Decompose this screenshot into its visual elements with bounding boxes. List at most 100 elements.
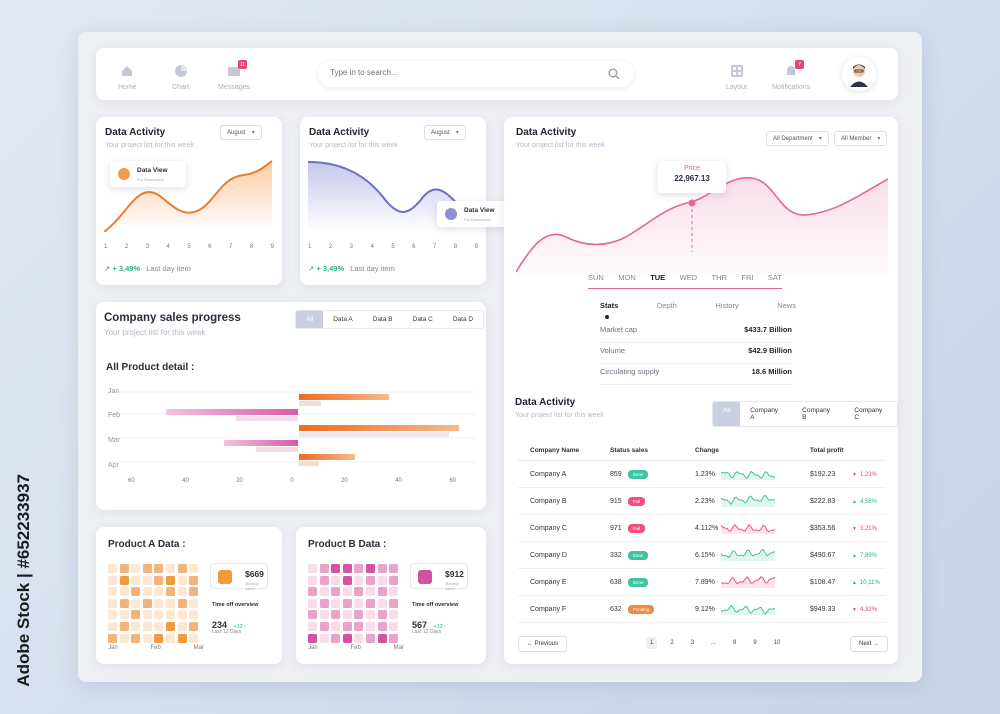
change-value: 7.89% (695, 578, 715, 586)
heatmap-cell (154, 621, 164, 631)
stat-row: Market cap $433.7 Billion (600, 325, 792, 343)
department-select[interactable]: All Department (766, 131, 829, 146)
layout-icon (730, 65, 743, 77)
search-bar[interactable] (318, 61, 634, 87)
axis-tick-label: 8 (249, 244, 254, 250)
column-header[interactable]: Company Name (518, 441, 598, 461)
nav-layout[interactable]: Layout (726, 64, 747, 91)
profit-cell: $192.23 ▼ 1,23% (798, 460, 886, 488)
tab-company-c[interactable]: Company C (854, 407, 883, 421)
month-select[interactable]: August (220, 125, 262, 140)
tab-history[interactable]: History (715, 301, 739, 310)
table-row[interactable]: Company C 971 Fail 4.112% $353.56 ▼ 3,21% (518, 514, 886, 542)
avatar[interactable] (842, 57, 876, 91)
search-icon[interactable] (608, 68, 620, 80)
day-mon[interactable]: MON (618, 273, 636, 282)
heatmap-cell (189, 633, 199, 643)
heatmap-cell (377, 633, 387, 643)
nav-messages[interactable]: 11 Messages (218, 60, 250, 91)
change-cell: 7.89% (683, 568, 798, 596)
axis-tick-label: 9 (270, 244, 274, 250)
profit-delta: 4,56% (859, 498, 877, 505)
column-header[interactable]: Total profit (798, 441, 886, 461)
nav-chart[interactable]: Chart (172, 64, 189, 91)
page-1[interactable]: 1 (646, 637, 658, 649)
table-row[interactable]: Company F 632 Pending 9.12% $949.33 ▼ 4,32% (518, 595, 886, 623)
heatmap-cell (342, 610, 352, 620)
heatmap-cell (165, 587, 175, 597)
area-chart-purple (308, 161, 459, 232)
page-3[interactable]: 3 (690, 640, 695, 646)
month-select[interactable]: August (424, 125, 466, 140)
axis-tick-label: 2 (124, 244, 129, 250)
tab-news[interactable]: News (777, 301, 796, 310)
heatmap-cell (377, 610, 387, 620)
day-sat[interactable]: SAT (767, 273, 782, 282)
tab-data-a[interactable]: Data A (333, 316, 353, 323)
axis-tick-label: 4 (370, 244, 374, 250)
tab-all[interactable]: All (713, 402, 741, 426)
column-header[interactable]: Change (683, 441, 798, 461)
status-badge: Done (627, 469, 649, 479)
tab-company-a[interactable]: Company A (750, 407, 779, 421)
product-a-heatmap (108, 564, 199, 643)
pie-chart-icon (174, 65, 187, 77)
profit-delta: 7,89% (859, 552, 877, 559)
tab-all[interactable]: All (296, 311, 324, 328)
day-fri[interactable]: FRI (741, 273, 754, 282)
table-row[interactable]: Company E 638 Done 7.89% $108.47 ▲ 10,11% (518, 568, 886, 596)
nav-home[interactable]: Home (118, 64, 137, 91)
heatmap-cell (108, 633, 117, 643)
heatmap-cell (308, 598, 317, 608)
nav-notifications[interactable]: 7 Notifications (772, 60, 811, 91)
heatmap-cell (331, 598, 341, 608)
product-a-card: Product A Data : Jan Feb Mar $669 Monthly … (96, 527, 282, 664)
tab-data-c[interactable]: Data C (412, 316, 433, 323)
day-thr[interactable]: THR (711, 273, 727, 282)
table-row[interactable]: Company A 859 Done 1.23% $192.23 ▼ 1,23% (518, 460, 886, 488)
day-tue[interactable]: TUE (650, 273, 666, 282)
page-8[interactable]: 8 (733, 640, 737, 646)
day-wed[interactable]: WED (679, 273, 698, 282)
heatmap-cell (331, 575, 341, 585)
month-labels: Jan Feb Mar (108, 645, 204, 651)
member-select[interactable]: All Member (834, 131, 888, 146)
tab-company-b[interactable]: Company B (802, 407, 830, 421)
profit-value: $353.56 (810, 524, 836, 532)
tab-stats[interactable]: Stats (600, 301, 619, 310)
sales-count: 971 (610, 524, 622, 532)
axis-tick-label: 6 (208, 244, 212, 250)
product-b-card: Product B Data : Jan Feb Mar $912 Monthly … (296, 527, 486, 664)
table-row[interactable]: Company D 332 Done 6.15% $490.67 ▲ 7,89% (518, 541, 886, 569)
axis-tick-label: Feb (350, 645, 361, 651)
next-button[interactable]: Next → (850, 636, 889, 652)
page-10[interactable]: 10 (773, 640, 781, 646)
previous-button[interactable]: ← Previous (518, 636, 568, 652)
month-label: Apr (108, 462, 119, 469)
status-cell: 332 Done (598, 541, 683, 569)
tab-data-b[interactable]: Data B (372, 316, 393, 323)
table-row[interactable]: Company B 915 Fail 2.23% $222.83 ▲ 4,56% (518, 487, 886, 515)
heatmap-cell (119, 621, 129, 631)
heatmap-cell (154, 598, 164, 608)
profit-delta: 4,32% (859, 606, 877, 613)
tab-depth[interactable]: Depth (656, 301, 677, 310)
axis-tick-label: 1 (104, 244, 108, 250)
heatmap-cell (177, 587, 187, 597)
search-input[interactable] (330, 68, 590, 77)
heatmap-cell (389, 587, 399, 597)
heatmap-cell (177, 598, 187, 608)
page-2[interactable]: 2 (670, 640, 674, 646)
axis-tick-label: 2 (328, 244, 333, 250)
purple-dot-icon (445, 208, 457, 220)
column-header[interactable]: Status sales (598, 441, 683, 461)
sales-count: 332 (610, 551, 622, 559)
day-sun[interactable]: SUN (588, 273, 604, 282)
tab-data-d[interactable]: Data D (452, 316, 474, 323)
heatmap-cell (154, 564, 164, 573)
sparkline (720, 494, 776, 507)
price-tooltip: Price 22,967.13 (658, 161, 726, 193)
heatmap-cell (119, 564, 129, 573)
page-9[interactable]: 9 (753, 640, 757, 646)
axis-tick-label: 40 (395, 478, 402, 484)
